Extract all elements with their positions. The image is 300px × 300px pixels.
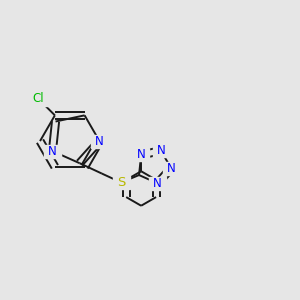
Bar: [133, 148, 149, 161]
Text: S: S: [117, 176, 125, 189]
Text: Cl: Cl: [33, 92, 44, 106]
Bar: [113, 176, 130, 189]
Text: N: N: [95, 135, 104, 148]
Text: N: N: [153, 177, 162, 190]
Bar: [44, 145, 61, 158]
Text: N: N: [157, 144, 165, 157]
Bar: [91, 134, 108, 148]
Text: N: N: [48, 145, 57, 158]
Bar: [153, 144, 169, 157]
Text: N: N: [137, 148, 146, 161]
Bar: [163, 162, 179, 175]
Bar: [22, 92, 55, 106]
Bar: [149, 177, 166, 190]
Text: N: N: [167, 162, 176, 175]
